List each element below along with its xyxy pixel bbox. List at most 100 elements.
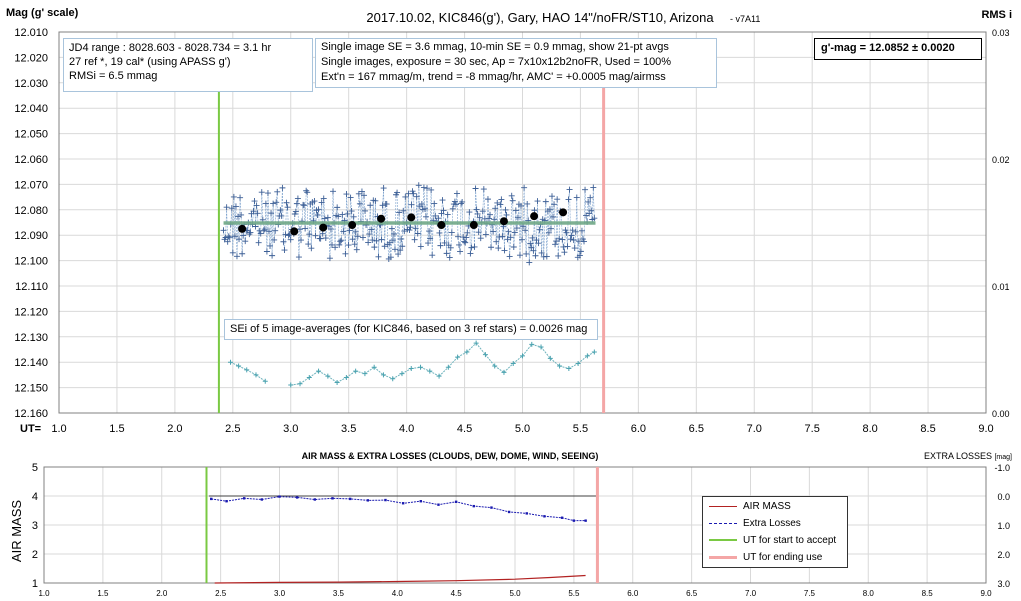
single-image-point [369,237,376,244]
single-image-point [283,199,290,206]
rms-segment [568,363,579,369]
lower-y-tick-label: 5 [32,462,38,474]
single-image-point [453,190,460,197]
upper-y-tick-label: 12.140 [14,357,48,369]
lower-y2-tick-label: 3.0 [997,579,1010,589]
single-image-point [250,208,257,215]
rms-segment [230,361,239,367]
rms-segment [383,374,393,380]
single-image-point [493,238,500,245]
single-image-point [529,234,536,241]
single-image-point [410,190,417,197]
average-point [348,221,357,230]
single-image-point [407,224,414,231]
rms-point [362,371,368,377]
single-image-point [334,204,341,211]
single-image-point [303,187,310,194]
upper-title: 2017.10.02, KIC846(g'), Gary, HAO 14"/no… [366,10,714,25]
single-image-point [438,210,445,217]
single-image-point [306,231,313,238]
extra-losses-point [260,498,264,501]
extra-losses-point [366,499,370,502]
single-image-point [590,184,597,191]
single-image-point [543,253,550,260]
single-image-point [352,228,359,235]
rms-segment [475,342,486,355]
single-image-point [451,198,458,205]
upper-y2-tick-label: 0.02 [992,155,1010,165]
upper-x-tick-label: 4.0 [399,423,414,435]
single-image-point [273,199,280,206]
extra-losses-point [210,497,213,501]
single-image-point [457,248,464,255]
single-image-point [570,236,577,243]
lower-ylabel: AIR MASS [9,500,24,562]
single-image-point [507,234,514,241]
single-image-point [554,196,561,203]
single-image-point [264,190,271,197]
single-image-point [305,241,312,248]
single-image-point [538,249,545,256]
single-image-point [532,252,539,259]
lower-x-tick-label: 6.5 [686,589,698,598]
single-image-point [269,252,276,259]
single-image-point [405,190,412,197]
single-image-point [480,186,487,193]
single-image-point [488,244,495,251]
single-image-point [429,252,436,259]
upper-x-tick-label: 5.5 [573,423,588,435]
lower-x-tick-label: 7.5 [804,589,816,598]
single-image-point [509,197,516,204]
single-image-point [406,227,413,234]
single-image-point [338,237,345,244]
lower-x-tick-label: 4.0 [392,589,404,598]
upper-ylabel: Mag (g' scale) [6,7,79,19]
single-image-point [356,200,363,207]
single-image-point [263,248,270,255]
extra-losses-point [242,497,246,500]
single-image-point [420,184,427,191]
single-image-point [472,185,479,192]
single-image-point [534,198,541,205]
single-image-point [231,233,238,240]
single-image-point [572,228,579,235]
rms-point [325,373,331,379]
single-image-point [260,227,267,234]
upper-marks [217,88,606,413]
single-image-point [344,210,351,217]
upper-x-tick-label: 1.5 [109,423,124,435]
upper-y-tick-label: 12.120 [14,306,48,318]
single-image-point [390,230,397,237]
extra-losses-point [560,516,564,519]
legend-label-air-mass: AIR MASS [743,501,791,512]
single-image-point [564,243,571,250]
single-image-point [585,198,592,205]
single-image-point [348,208,355,215]
single-image-point [449,205,456,212]
single-image-point [332,244,339,251]
single-image-point [262,200,269,207]
lower-x-tick-label: 7.0 [745,589,757,598]
single-image-point [399,243,406,250]
single-image-point [223,204,230,211]
single-image-point [395,251,402,258]
rms-point [591,349,597,355]
rms-point [316,368,322,374]
upper-y-tick-label: 12.130 [14,332,48,344]
single-image-point [220,227,227,234]
single-image-point [229,249,236,256]
single-image-point [427,235,434,242]
upper-x-tick-label: 2.0 [167,423,182,435]
single-image-point [563,229,570,236]
single-image-point [413,193,420,200]
single-image-point [528,244,535,251]
rms-point [575,360,581,366]
single-image-point [343,191,350,198]
lower-x-tick-label: 1.5 [97,589,109,598]
single-image-point [415,182,422,189]
single-image-point [505,228,512,235]
single-image-point [274,188,281,195]
legend-swatch-extra-losses [709,523,737,524]
single-image-point [521,184,528,191]
single-image-point [287,236,294,243]
